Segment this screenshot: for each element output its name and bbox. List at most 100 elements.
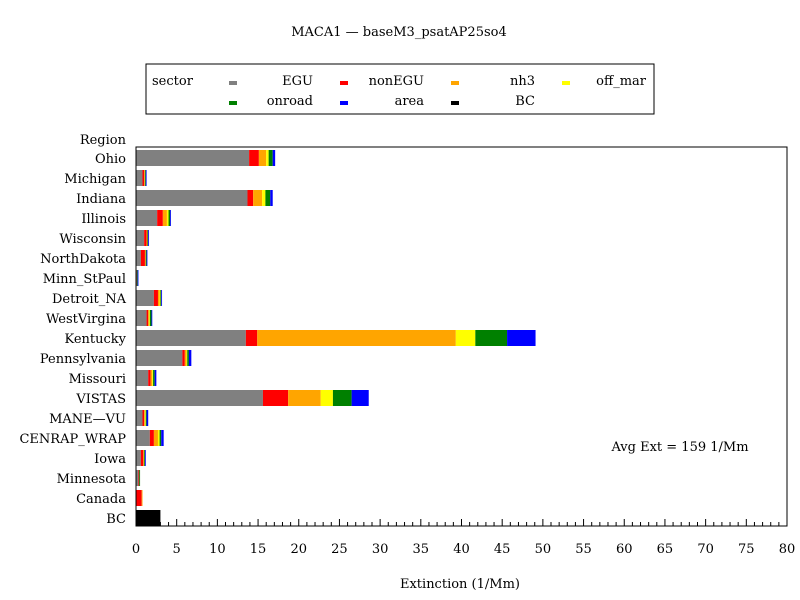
x-tick-label: 80	[779, 542, 796, 557]
bar-segment-nonegu	[140, 250, 145, 266]
avg-ext-annotation: Avg Ext = 159 1/Mm	[610, 440, 748, 455]
category-label: VISTAS	[75, 392, 126, 407]
bar-segment-nonegu	[247, 190, 254, 206]
legend-label-area: area	[395, 94, 425, 109]
chart-title: MACA1 — baseM3_psatAP25so4	[291, 25, 507, 40]
bar-segment-off_mar	[455, 330, 476, 346]
bar-segment-area	[137, 270, 139, 286]
bar-segment-onroad	[187, 350, 189, 366]
category-label: Iowa	[94, 452, 126, 467]
bar-segment-nh3	[144, 170, 145, 186]
bars	[136, 150, 536, 526]
bar-segment-off_mar	[166, 210, 169, 226]
bar-segment-area	[151, 310, 153, 326]
bar-segment-nh3	[153, 430, 158, 446]
bar-segment-area	[146, 410, 149, 426]
category-label: NorthDakota	[40, 252, 126, 267]
bar-segment-nonegu	[146, 310, 149, 326]
bar-segment-onroad	[268, 150, 273, 166]
bar-segment-nh3	[157, 290, 160, 306]
legend-swatch-bc	[451, 101, 459, 105]
legend-title: sector	[152, 74, 194, 89]
category-label: CENRAP_WRAP	[19, 432, 126, 447]
bar-segment-egu	[136, 230, 145, 246]
bar-segment-egu	[136, 450, 141, 466]
bar-segment-onroad	[145, 250, 147, 266]
category-label: Missouri	[69, 372, 126, 387]
legend-label-nonegu: nonEGU	[369, 74, 424, 89]
bar-segment-egu	[136, 350, 183, 366]
legend-swatch-nonegu	[340, 81, 348, 85]
bar-segment-off_mar	[157, 430, 160, 446]
x-tick-label: 40	[453, 542, 470, 557]
bar-segment-nonegu	[157, 210, 163, 226]
bar-segment-egu	[136, 210, 158, 226]
bar-segment-area	[161, 430, 164, 446]
x-tick-label: 50	[535, 542, 552, 557]
bar-segment-nh3	[148, 310, 150, 326]
category-label: Ohio	[95, 152, 126, 167]
bar-segment-egu	[136, 370, 149, 386]
bar-segment-area	[154, 370, 157, 386]
bar-segment-nh3	[184, 350, 187, 366]
bar-segment-egu	[136, 150, 250, 166]
bar-segment-nonegu	[142, 410, 145, 426]
bar-segment-onroad	[149, 310, 152, 326]
bar-segment-off_mar	[266, 150, 269, 166]
x-tick-label: 45	[494, 542, 511, 557]
category-labels: Ohio Michigan Indiana Illinois Wisconsin Nort…	[19, 152, 126, 527]
x-tick-label: 55	[575, 542, 592, 557]
category-label: Indiana	[76, 192, 126, 207]
x-tick-label: 65	[657, 542, 674, 557]
bar-segment-area	[272, 150, 276, 166]
x-tick-label: 15	[250, 542, 267, 557]
bar-segment-onroad	[139, 470, 141, 486]
bar-segment-nh3	[144, 410, 145, 426]
bar-segment-onroad	[332, 390, 352, 406]
bar-segment-off_mar	[149, 310, 150, 326]
category-label: Detroit_NA	[52, 292, 127, 307]
legend-swatch-nh3	[451, 81, 459, 85]
bar-segment-bc	[136, 510, 161, 526]
bar-segment-egu	[136, 310, 147, 326]
category-label: Illinois	[81, 212, 126, 227]
legend-swatch-onroad	[229, 101, 237, 105]
bar-segment-area	[145, 170, 147, 186]
category-label: WestVirgina	[46, 312, 126, 327]
bar-segment-area	[351, 390, 369, 406]
category-label: BC	[106, 512, 126, 527]
bar-segment-nh3	[144, 250, 146, 266]
x-tick-label: 10	[209, 542, 226, 557]
bar-segment-nh3	[288, 390, 321, 406]
category-label: MANE—VU	[49, 412, 126, 427]
bar-segment-nonegu	[182, 350, 185, 366]
bar-segment-nh3	[162, 210, 167, 226]
x-tick-label: 75	[738, 542, 755, 557]
bar-segment-nonegu	[153, 290, 158, 306]
bar-segment-onroad	[145, 410, 147, 426]
bar-segment-egu	[136, 190, 248, 206]
bar-segment-onroad	[265, 190, 271, 206]
x-tick-label: 60	[616, 542, 633, 557]
bar-segment-onroad	[147, 230, 149, 246]
bar-segment-area	[507, 330, 536, 346]
legend-label-onroad: onroad	[267, 94, 313, 109]
x-tick-label: 0	[132, 542, 140, 557]
x-tick-label: 70	[697, 542, 714, 557]
bar-segment-egu	[136, 390, 263, 406]
x-tick-label: 30	[372, 542, 389, 557]
bar-segment-onroad	[153, 370, 155, 386]
y-axis-label: Region	[80, 133, 127, 148]
category-label: Canada	[76, 492, 126, 507]
x-tick-label: 25	[331, 542, 348, 557]
category-label: Minn_StPaul	[43, 272, 126, 287]
bar-segment-onroad	[144, 170, 146, 186]
bar-segment-area	[161, 290, 163, 306]
bar-segment-egu	[136, 410, 143, 426]
bar-segment-nh3	[258, 150, 267, 166]
bar-segment-nonegu	[149, 430, 154, 446]
bar-segment-area	[148, 230, 150, 246]
category-label: Michigan	[64, 172, 126, 187]
bar-segment-nh3	[146, 230, 148, 246]
